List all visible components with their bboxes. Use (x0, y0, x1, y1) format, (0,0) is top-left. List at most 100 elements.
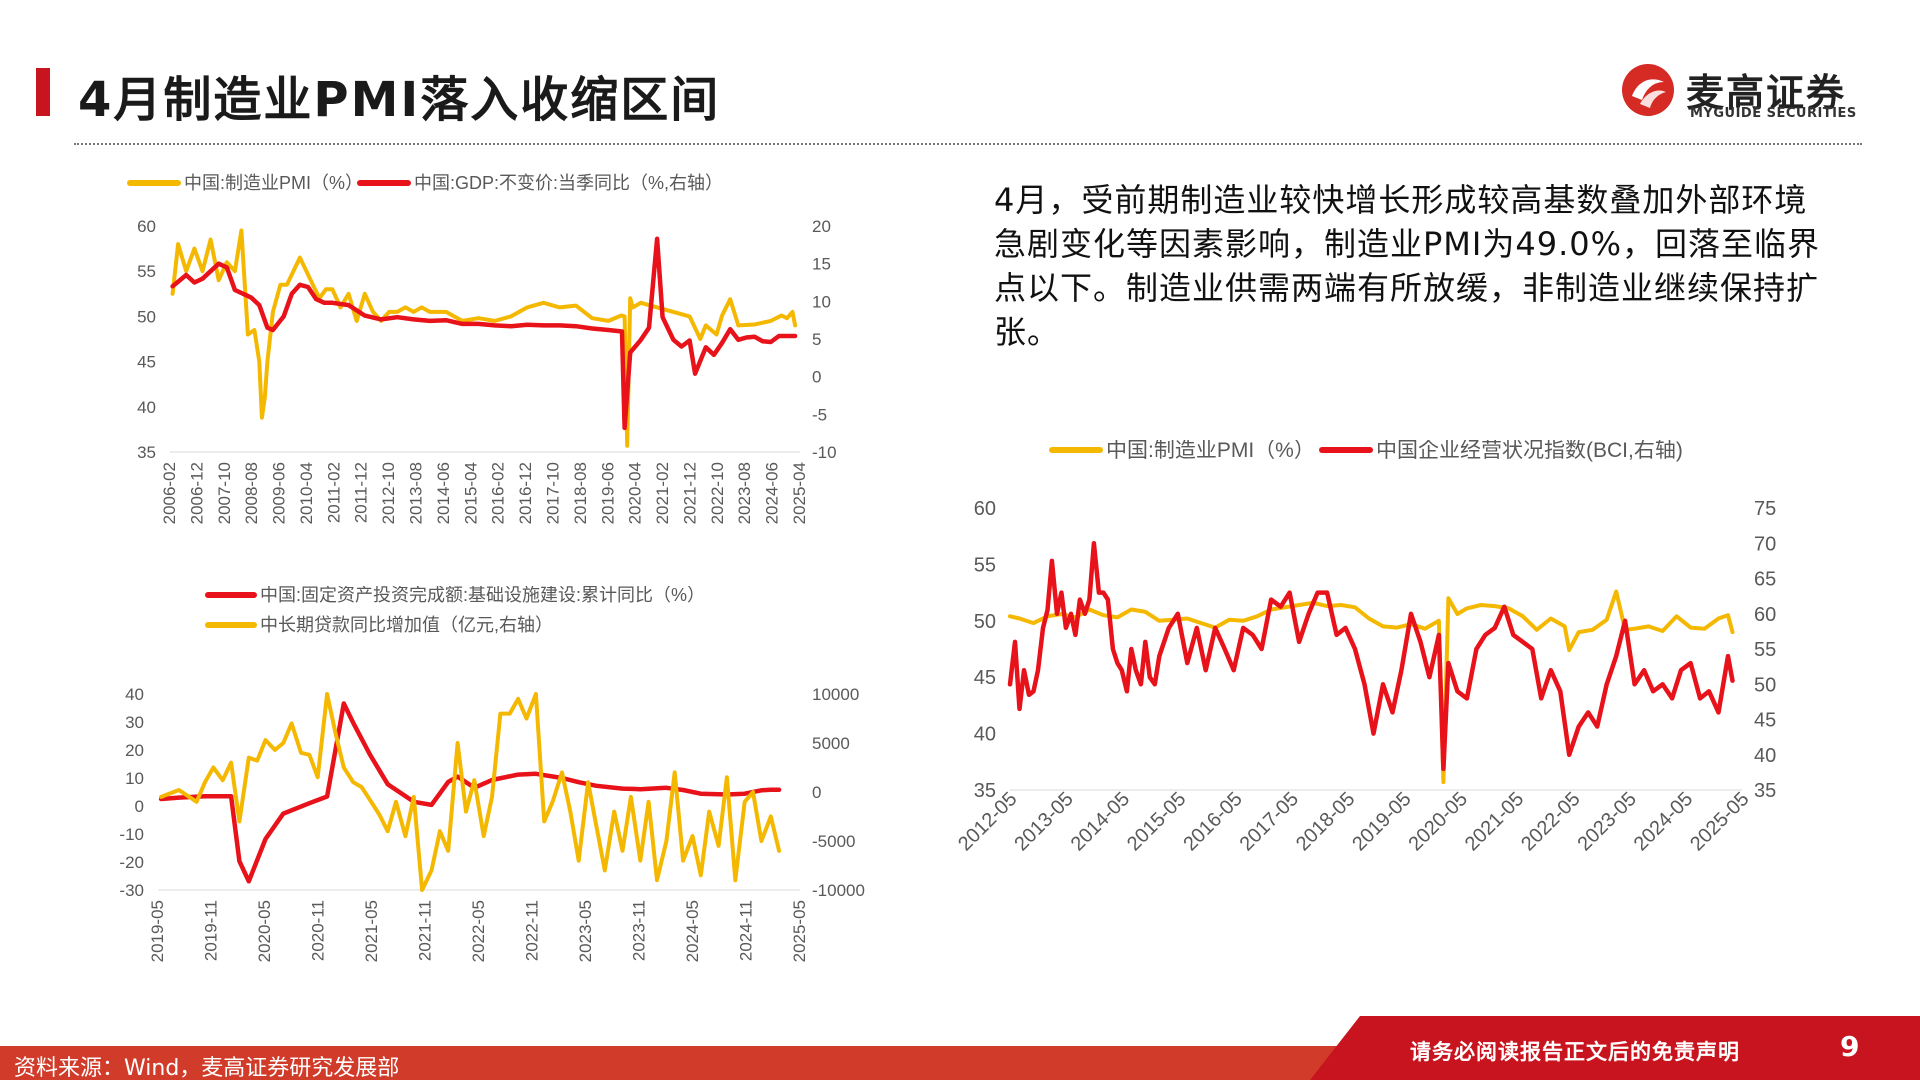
x-tick-label: 2025-04 (790, 462, 809, 524)
title-accent-bar (36, 68, 50, 116)
y-left-tick-label: 50 (974, 611, 996, 633)
x-tick-label: 2007-10 (215, 462, 234, 524)
y-left-tick-label: 55 (974, 554, 996, 576)
x-tick-label: 2019-05 (148, 900, 167, 962)
y-left-tick-label: -30 (119, 881, 144, 900)
chart-pmi-bci: 6055504540357570656055504540352012-05201… (954, 440, 1776, 855)
y-right-tick-label: 70 (1754, 533, 1776, 555)
footer-accent (1310, 1016, 1920, 1080)
x-tick-label: 2020-05 (255, 900, 274, 962)
brand-logo: 麦高证券 MYGUIDE SECURITIES (1620, 60, 1860, 124)
legend-label: 中长期贷款同比增加值（亿元,右轴） (260, 615, 553, 635)
legend-label: 中国:GDP:不变价:当季同比（%,右轴） (414, 173, 723, 193)
y-right-tick-label: 50 (1754, 674, 1776, 696)
x-tick-label: 2021-02 (653, 462, 672, 524)
x-tick-label: 2023-05 (576, 900, 595, 962)
y-right-tick-label: 55 (1754, 639, 1776, 661)
x-tick-label: 2016-05 (1179, 788, 1246, 855)
page-title: 4月制造业PMI落入收缩区间 (78, 72, 721, 128)
y-right-tick-label: 10 (812, 292, 831, 311)
x-tick-label: 2010-04 (297, 462, 316, 524)
y-left-tick-label: 55 (137, 262, 156, 281)
y-left-tick-label: 35 (974, 780, 996, 802)
y-left-tick-label: -10 (119, 825, 144, 844)
y-left-tick-label: 0 (135, 797, 144, 816)
commentary-text: 4月，受前期制造业较快增长形成较高基数叠加外部环境急剧变化等因素影响，制造业PM… (994, 181, 1821, 351)
x-tick-label: 2023-05 (1573, 788, 1640, 855)
legend-label: 中国:制造业PMI（%） (184, 173, 363, 193)
x-tick-label: 2025-05 (790, 900, 809, 962)
y-right-tick-label: 75 (1754, 498, 1776, 520)
x-tick-label: 2020-05 (1405, 788, 1472, 855)
x-tick-label: 2009-06 (270, 462, 289, 524)
y-left-tick-label: -20 (119, 853, 144, 872)
y-left-tick-label: 40 (974, 724, 996, 746)
y-right-tick-label: 0 (812, 783, 821, 802)
x-tick-label: 2006-02 (160, 462, 179, 524)
disclaimer-link[interactable]: 请务必阅读报告正文后的免责声明 (1410, 1040, 1740, 1064)
x-tick-label: 2016-02 (489, 462, 508, 524)
series-line-0 (1008, 589, 1735, 785)
y-right-tick-label: 20 (812, 217, 831, 236)
y-left-tick-label: 30 (125, 713, 144, 732)
x-tick-label: 2017-10 (543, 462, 562, 524)
x-tick-label: 2019-06 (598, 462, 617, 524)
y-left-tick-label: 60 (137, 217, 156, 236)
brand-logo-icon (1622, 64, 1674, 116)
x-tick-label: 2016-12 (516, 462, 535, 524)
x-tick-label: 2022-05 (469, 900, 488, 962)
brand-subtitle: MYGUIDE SECURITIES (1690, 106, 1857, 121)
x-tick-label: 2013-08 (407, 462, 426, 524)
x-tick-label: 2012-10 (379, 462, 398, 524)
x-tick-label: 2020-04 (626, 462, 645, 524)
y-right-tick-label: 0 (812, 368, 821, 387)
y-right-tick-label: 35 (1754, 780, 1776, 802)
x-tick-label: 2022-11 (523, 900, 542, 961)
y-right-tick-label: -5000 (812, 832, 855, 851)
y-left-tick-label: 60 (974, 498, 996, 520)
data-source: 资料来源：Wind，麦高证券研究发展部 (14, 1056, 400, 1081)
x-tick-label: 2019-11 (202, 900, 221, 961)
x-tick-label: 2019-05 (1348, 788, 1415, 855)
y-left-tick-label: 50 (137, 307, 156, 326)
x-tick-label: 2013-05 (1010, 788, 1077, 855)
x-tick-label: 2024-06 (763, 462, 782, 524)
x-tick-label: 2021-05 (1461, 788, 1528, 855)
x-tick-label: 2021-12 (680, 462, 699, 524)
x-tick-label: 2022-10 (708, 462, 727, 524)
y-left-tick-label: 45 (974, 667, 996, 689)
y-right-tick-label: 60 (1754, 604, 1776, 626)
y-right-tick-label: 15 (812, 255, 831, 274)
x-tick-label: 2015-04 (461, 462, 480, 524)
y-left-tick-label: 35 (137, 443, 156, 462)
x-tick-label: 2020-11 (309, 900, 328, 961)
y-right-tick-label: -10 (812, 443, 837, 462)
y-right-tick-label: 65 (1754, 569, 1776, 591)
x-tick-label: 2017-05 (1236, 788, 1303, 855)
y-right-tick-label: 5000 (812, 734, 850, 753)
y-right-tick-label: -10000 (812, 881, 865, 900)
page-number: 9 (1840, 1030, 1860, 1063)
y-left-tick-label: 10 (125, 769, 144, 788)
x-tick-label: 2008-08 (242, 462, 261, 524)
x-tick-label: 2014-05 (1067, 788, 1134, 855)
legend-label: 中国:固定资产投资完成额:基础设施建设:累计同比（%） (260, 586, 705, 605)
x-tick-label: 2025-05 (1686, 788, 1753, 855)
x-tick-label: 2024-05 (1630, 788, 1697, 855)
chart-infra-loans: 403020100-10-20-301000050000-5000-100002… (119, 586, 865, 962)
y-right-tick-label: 45 (1754, 710, 1776, 732)
y-left-tick-label: 40 (137, 398, 156, 417)
x-tick-label: 2015-05 (1123, 788, 1190, 855)
legend-label: 中国企业经营状况指数(BCI,右轴) (1376, 440, 1683, 462)
series-line-1 (1007, 541, 1735, 772)
x-tick-label: 2024-11 (737, 900, 756, 961)
legend-label: 中国:制造业PMI（%） (1106, 440, 1315, 462)
series-line-1 (159, 692, 782, 892)
y-right-tick-label: 40 (1754, 745, 1776, 767)
x-tick-label: 2021-11 (416, 900, 435, 961)
brand-name: 麦高证券 (1686, 71, 1847, 115)
y-right-tick-label: 5 (812, 330, 821, 349)
x-tick-label: 2018-05 (1292, 788, 1359, 855)
x-tick-label: 2022-05 (1517, 788, 1584, 855)
